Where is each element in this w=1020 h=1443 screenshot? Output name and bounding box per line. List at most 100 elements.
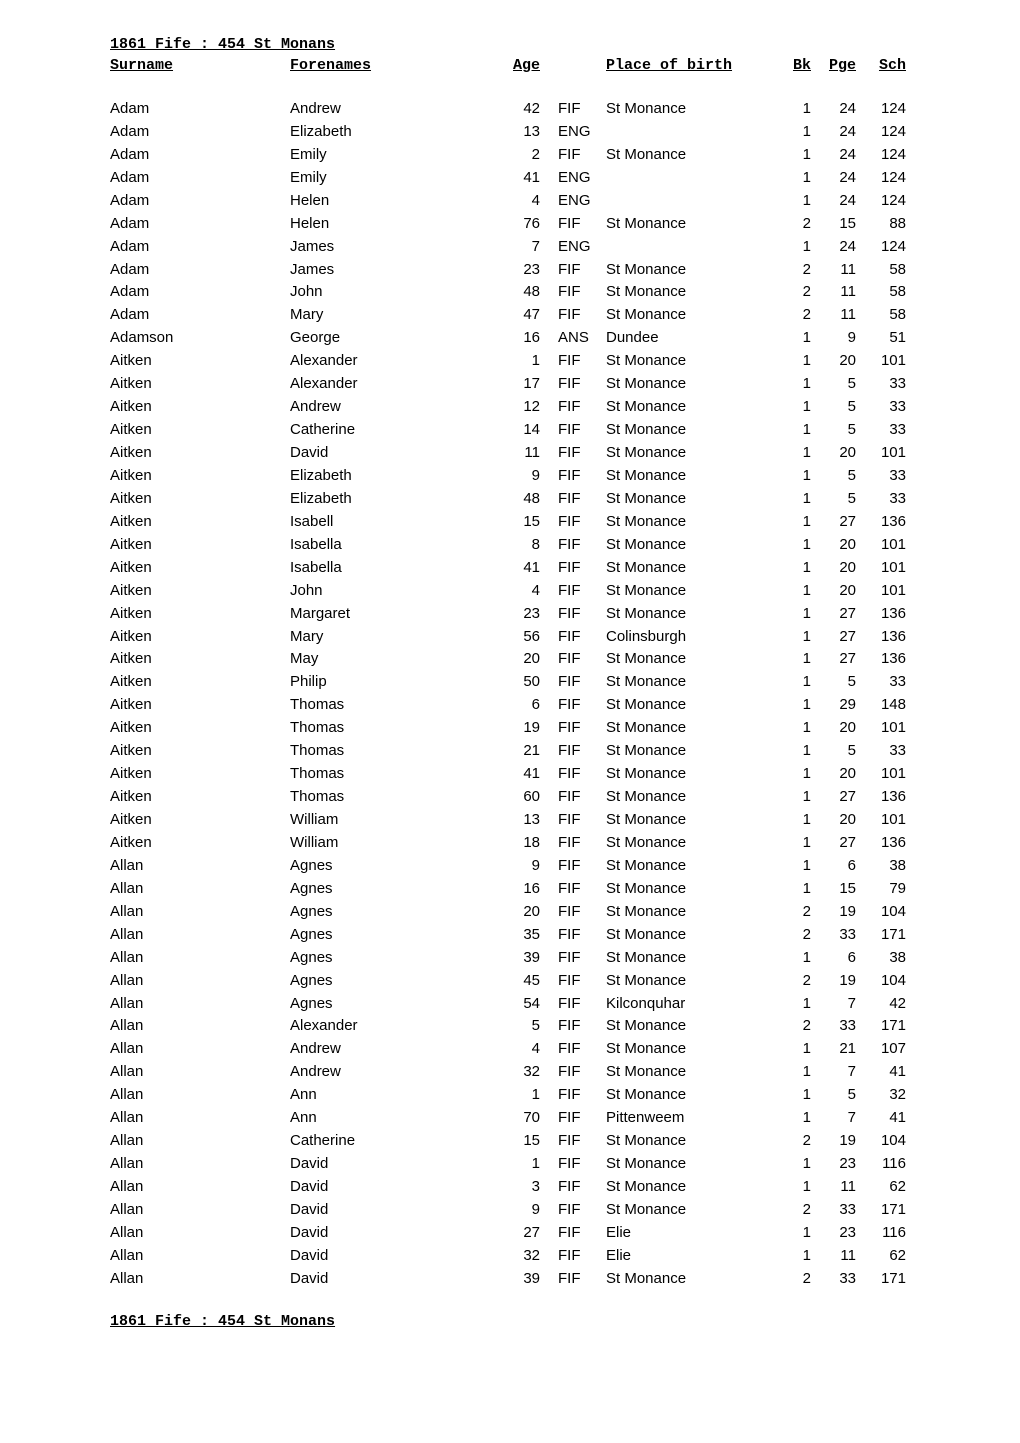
cell-forename: Alexander [290,350,485,373]
cell-surname: Adam [110,304,290,327]
cell-pge: 20 [811,580,856,603]
cell-sch: 42 [856,993,906,1016]
cell-sch: 171 [856,1015,906,1038]
cell-sch: 124 [856,236,906,259]
cell-pge: 6 [811,855,856,878]
cell-sch: 38 [856,947,906,970]
cell-code: FIF [558,557,606,580]
cell-code: FIF [558,465,606,488]
cell-place: St Monance [606,350,766,373]
cell-sch: 38 [856,855,906,878]
cell-age: 56 [485,626,558,649]
cell-surname: Aitken [110,350,290,373]
cell-age: 12 [485,396,558,419]
table-row: AllanAgnes16FIFSt Monance11579 [110,878,910,901]
cell-age: 48 [485,488,558,511]
cell-pge: 27 [811,511,856,534]
cell-pge: 20 [811,534,856,557]
cell-code: ENG [558,190,606,213]
cell-age: 54 [485,993,558,1016]
cell-sch: 104 [856,970,906,993]
cell-code: FIF [558,1176,606,1199]
cell-pge: 5 [811,373,856,396]
cell-pge: 27 [811,603,856,626]
table-row: AllanAgnes20FIFSt Monance219104 [110,901,910,924]
cell-surname: Allan [110,878,290,901]
cell-sch: 116 [856,1222,906,1245]
cell-age: 9 [485,1199,558,1222]
table-row: AitkenPhilip50FIFSt Monance1533 [110,671,910,694]
cell-place: St Monance [606,855,766,878]
cell-bk: 1 [766,740,811,763]
cell-code: FIF [558,878,606,901]
cell-age: 6 [485,694,558,717]
cell-forename: Mary [290,304,485,327]
cell-pge: 33 [811,924,856,947]
cell-code: FIF [558,1199,606,1222]
header-age: Age [485,55,558,78]
cell-pge: 23 [811,1153,856,1176]
cell-place: St Monance [606,648,766,671]
cell-pge: 33 [811,1199,856,1222]
cell-age: 8 [485,534,558,557]
cell-pge: 11 [811,304,856,327]
cell-age: 1 [485,1084,558,1107]
cell-place: St Monance [606,1015,766,1038]
cell-surname: Aitken [110,809,290,832]
cell-sch: 88 [856,213,906,236]
table-row: AitkenThomas21FIFSt Monance1533 [110,740,910,763]
cell-age: 19 [485,717,558,740]
cell-bk: 1 [766,121,811,144]
cell-bk: 1 [766,144,811,167]
cell-forename: Agnes [290,947,485,970]
cell-sch: 104 [856,1130,906,1153]
table-row: AllanDavid9FIFSt Monance233171 [110,1199,910,1222]
cell-age: 60 [485,786,558,809]
cell-bk: 1 [766,1107,811,1130]
cell-forename: Margaret [290,603,485,626]
cell-place: St Monance [606,213,766,236]
cell-age: 18 [485,832,558,855]
cell-code: FIF [558,1015,606,1038]
cell-age: 16 [485,878,558,901]
cell-surname: Aitken [110,511,290,534]
cell-sch: 62 [856,1176,906,1199]
cell-place: St Monance [606,1268,766,1291]
cell-place: St Monance [606,1153,766,1176]
cell-sch: 62 [856,1245,906,1268]
table-row: AitkenElizabeth48FIFSt Monance1533 [110,488,910,511]
cell-bk: 1 [766,190,811,213]
cell-forename: James [290,236,485,259]
cell-age: 9 [485,855,558,878]
cell-surname: Allan [110,1130,290,1153]
cell-code: ENG [558,167,606,190]
page-title: 1861 Fife : 454 St Monans [110,36,910,53]
cell-age: 14 [485,419,558,442]
cell-bk: 1 [766,855,811,878]
cell-sch: 136 [856,626,906,649]
cell-age: 5 [485,1015,558,1038]
cell-code: FIF [558,671,606,694]
cell-code: ANS [558,327,606,350]
cell-bk: 1 [766,1176,811,1199]
table-row: AitkenAndrew12FIFSt Monance1533 [110,396,910,419]
cell-place: St Monance [606,488,766,511]
table-row: AdamJames7ENG124124 [110,236,910,259]
cell-sch: 171 [856,924,906,947]
cell-age: 9 [485,465,558,488]
cell-sch: 124 [856,144,906,167]
cell-surname: Allan [110,1176,290,1199]
cell-bk: 2 [766,259,811,282]
cell-forename: John [290,580,485,603]
cell-code: FIF [558,809,606,832]
cell-code: FIF [558,717,606,740]
header-forenames: Forenames [290,55,485,78]
cell-code: FIF [558,304,606,327]
table-row: AllanAnn1FIFSt Monance1532 [110,1084,910,1107]
cell-sch: 124 [856,98,906,121]
cell-forename: Isabella [290,534,485,557]
cell-age: 39 [485,947,558,970]
table-row: AdamHelen76FIFSt Monance21588 [110,213,910,236]
cell-forename: Agnes [290,855,485,878]
table-row: AllanDavid3FIFSt Monance11162 [110,1176,910,1199]
